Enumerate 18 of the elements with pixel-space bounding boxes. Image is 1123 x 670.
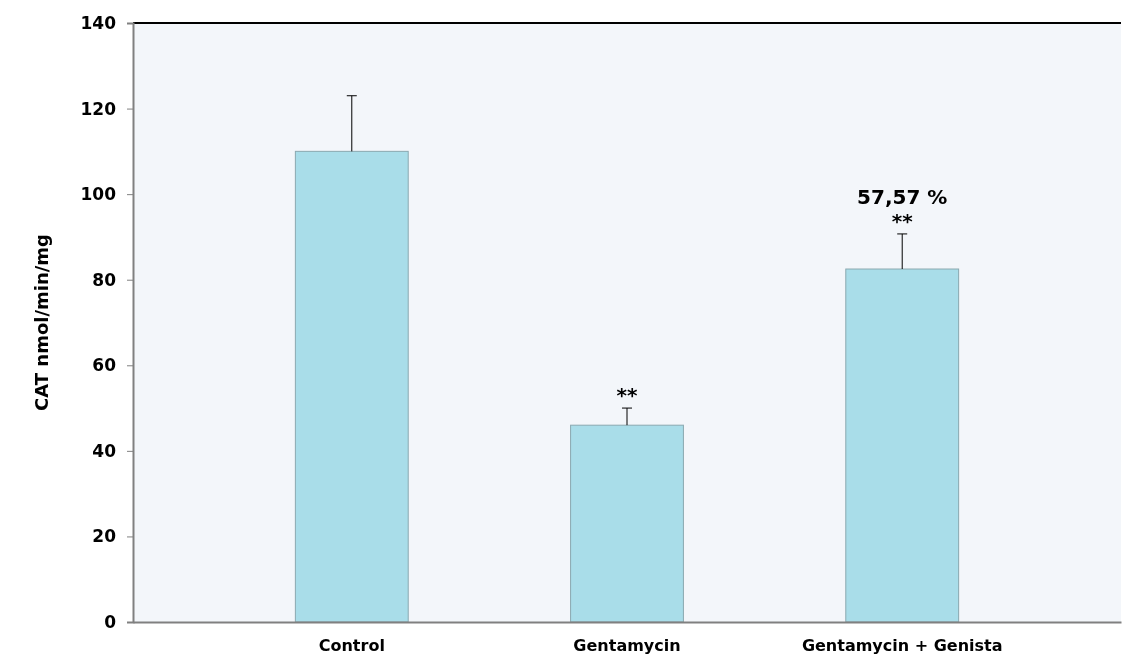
x-tick-label: Gentamycin + Genista bbox=[801, 635, 1003, 655]
y-tick-label: 100 bbox=[80, 184, 117, 205]
data-label: ** bbox=[616, 383, 638, 408]
bar bbox=[845, 268, 960, 623]
x-tick-label: Control bbox=[318, 635, 385, 655]
annotation: 57,57 % bbox=[857, 184, 948, 209]
bar bbox=[294, 150, 409, 623]
x-tick-label: Gentamycin bbox=[573, 635, 681, 655]
bar bbox=[570, 424, 684, 623]
y-axis-title: CAT nmol/min/mg bbox=[31, 234, 52, 411]
y-tick-label: 80 bbox=[92, 269, 117, 290]
y-tick-label: 40 bbox=[92, 440, 117, 461]
y-tick-label: 20 bbox=[92, 526, 117, 547]
data-label: ** bbox=[891, 208, 914, 233]
y-tick-label: 0 bbox=[104, 611, 117, 632]
y-tick-label: 120 bbox=[80, 98, 117, 119]
y-tick-label: 140 bbox=[80, 12, 117, 33]
y-tick-label: 60 bbox=[92, 355, 117, 376]
